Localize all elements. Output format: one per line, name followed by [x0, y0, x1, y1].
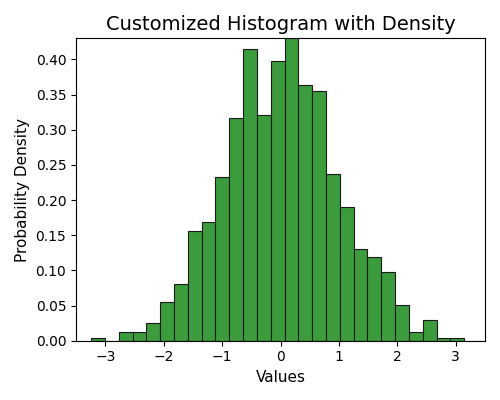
Bar: [119, 332, 132, 341]
Bar: [395, 305, 409, 341]
Bar: [409, 332, 422, 341]
Bar: [354, 248, 368, 341]
Bar: [270, 61, 284, 341]
Bar: [257, 115, 270, 341]
Bar: [312, 91, 326, 341]
Bar: [326, 174, 340, 341]
Bar: [146, 323, 160, 341]
Y-axis label: Probability Density: Probability Density: [15, 118, 30, 262]
Title: Customized Histogram with Density: Customized Histogram with Density: [106, 15, 456, 34]
Bar: [160, 302, 174, 341]
Bar: [422, 320, 436, 341]
X-axis label: Values: Values: [256, 370, 306, 385]
Bar: [91, 338, 105, 341]
Bar: [230, 118, 243, 341]
Bar: [132, 332, 146, 341]
Bar: [188, 231, 202, 341]
Bar: [284, 37, 298, 341]
Bar: [298, 85, 312, 341]
Bar: [202, 222, 215, 341]
Bar: [368, 258, 382, 341]
Bar: [216, 177, 230, 341]
Bar: [174, 284, 188, 341]
Bar: [450, 338, 464, 341]
Bar: [492, 338, 500, 341]
Bar: [243, 49, 257, 341]
Bar: [382, 272, 395, 341]
Bar: [436, 338, 450, 341]
Bar: [340, 207, 353, 341]
